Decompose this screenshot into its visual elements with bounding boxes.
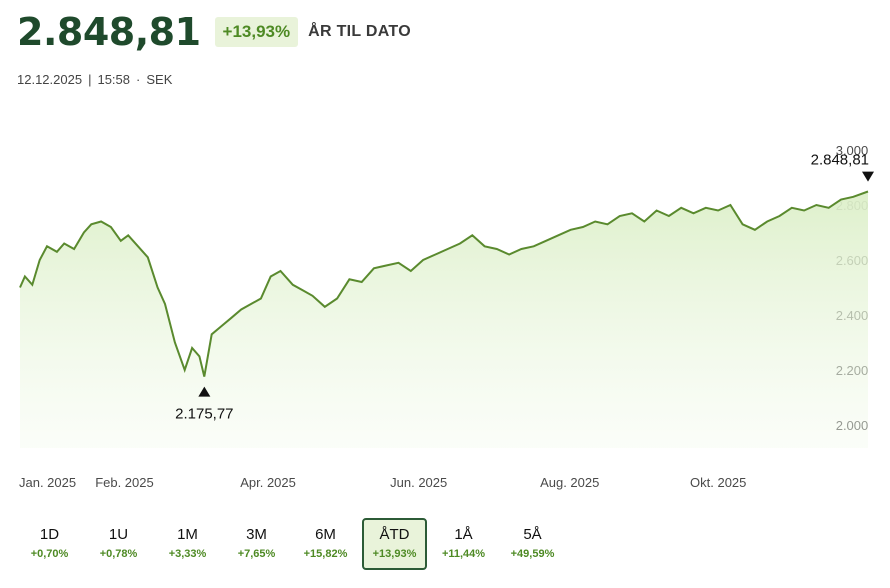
- period-label: 1D: [39, 526, 60, 543]
- separator-bar: |: [88, 72, 92, 87]
- separator-dot: ·: [136, 72, 141, 87]
- price-area-fill: [20, 191, 868, 448]
- price-line: [19, 190, 869, 377]
- period-label: 3M: [246, 526, 267, 543]
- period-change: +3,33%: [168, 548, 207, 560]
- period-label: 5Å: [523, 526, 542, 543]
- max-marker-icon: [862, 171, 874, 182]
- period-button-1d[interactable]: 1D +0,70%: [17, 518, 82, 570]
- period-button-3m[interactable]: 3M +7,65%: [224, 518, 289, 570]
- x-tick-label: Feb. 2025: [95, 475, 154, 490]
- x-tick-label: Aug. 2025: [540, 475, 599, 490]
- period-button-åtd[interactable]: ÅTD +13,93%: [362, 518, 427, 570]
- period-change: +0,70%: [30, 548, 69, 560]
- price-header: 2.848,81 +13,93% ÅR TIL DATO: [17, 10, 411, 54]
- x-tick-label: Okt. 2025: [690, 475, 746, 490]
- period-change: +0,78%: [99, 548, 138, 560]
- current-price: 2.848,81: [17, 10, 201, 54]
- x-axis: Jan. 2025 Feb. 2025 Apr. 2025 Jun. 2025 Aug.…: [19, 475, 746, 490]
- period-button-6m[interactable]: 6M +15,82%: [293, 518, 358, 570]
- period-label: ÅR TIL DATO: [308, 23, 411, 40]
- annotations: 2.175,77 2.848,81: [175, 152, 874, 423]
- period-change: +7,65%: [237, 548, 276, 560]
- y-tick-label: 3.000: [836, 143, 869, 158]
- period-label: ÅTD: [379, 526, 410, 543]
- x-tick-label: Apr. 2025: [240, 475, 296, 490]
- period-change: +49,59%: [510, 548, 555, 560]
- period-selector: 1D +0,70% 1U +0,78% 1M +3,33% 3M +7,65% 6M +15,82…: [17, 518, 569, 570]
- price-chart[interactable]: 2.0002.2002.4002.6002.8003.000 Jan. 2025…: [0, 130, 890, 510]
- period-label: 1M: [177, 526, 198, 543]
- x-tick-label: Jan. 2025: [19, 475, 76, 490]
- min-marker-icon: [198, 386, 211, 397]
- period-label: 6M: [315, 526, 336, 543]
- change-badge: +13,93%: [214, 17, 299, 47]
- min-value-label: 2.175,77: [175, 406, 233, 423]
- currency-text: SEK: [146, 72, 173, 87]
- period-change: +11,44%: [441, 548, 486, 560]
- period-button-1m[interactable]: 1M +3,33%: [155, 518, 220, 570]
- max-value-label: 2.848,81: [811, 152, 869, 169]
- period-button-5å[interactable]: 5Å +49,59%: [500, 518, 565, 570]
- timestamp-meta: 12.12.2025 | 15:58 · SEK: [17, 72, 172, 87]
- time-text: 15:58: [97, 72, 131, 87]
- period-button-1å[interactable]: 1Å +11,44%: [431, 518, 496, 570]
- period-label: 1Å: [454, 526, 473, 543]
- period-change: +15,82%: [303, 548, 348, 560]
- period-button-1u[interactable]: 1U +0,78%: [86, 518, 151, 570]
- period-change: +13,93%: [372, 548, 417, 560]
- x-tick-label: Jun. 2025: [390, 475, 447, 490]
- period-label: 1U: [108, 526, 129, 543]
- date-text: 12.12.2025: [17, 72, 83, 87]
